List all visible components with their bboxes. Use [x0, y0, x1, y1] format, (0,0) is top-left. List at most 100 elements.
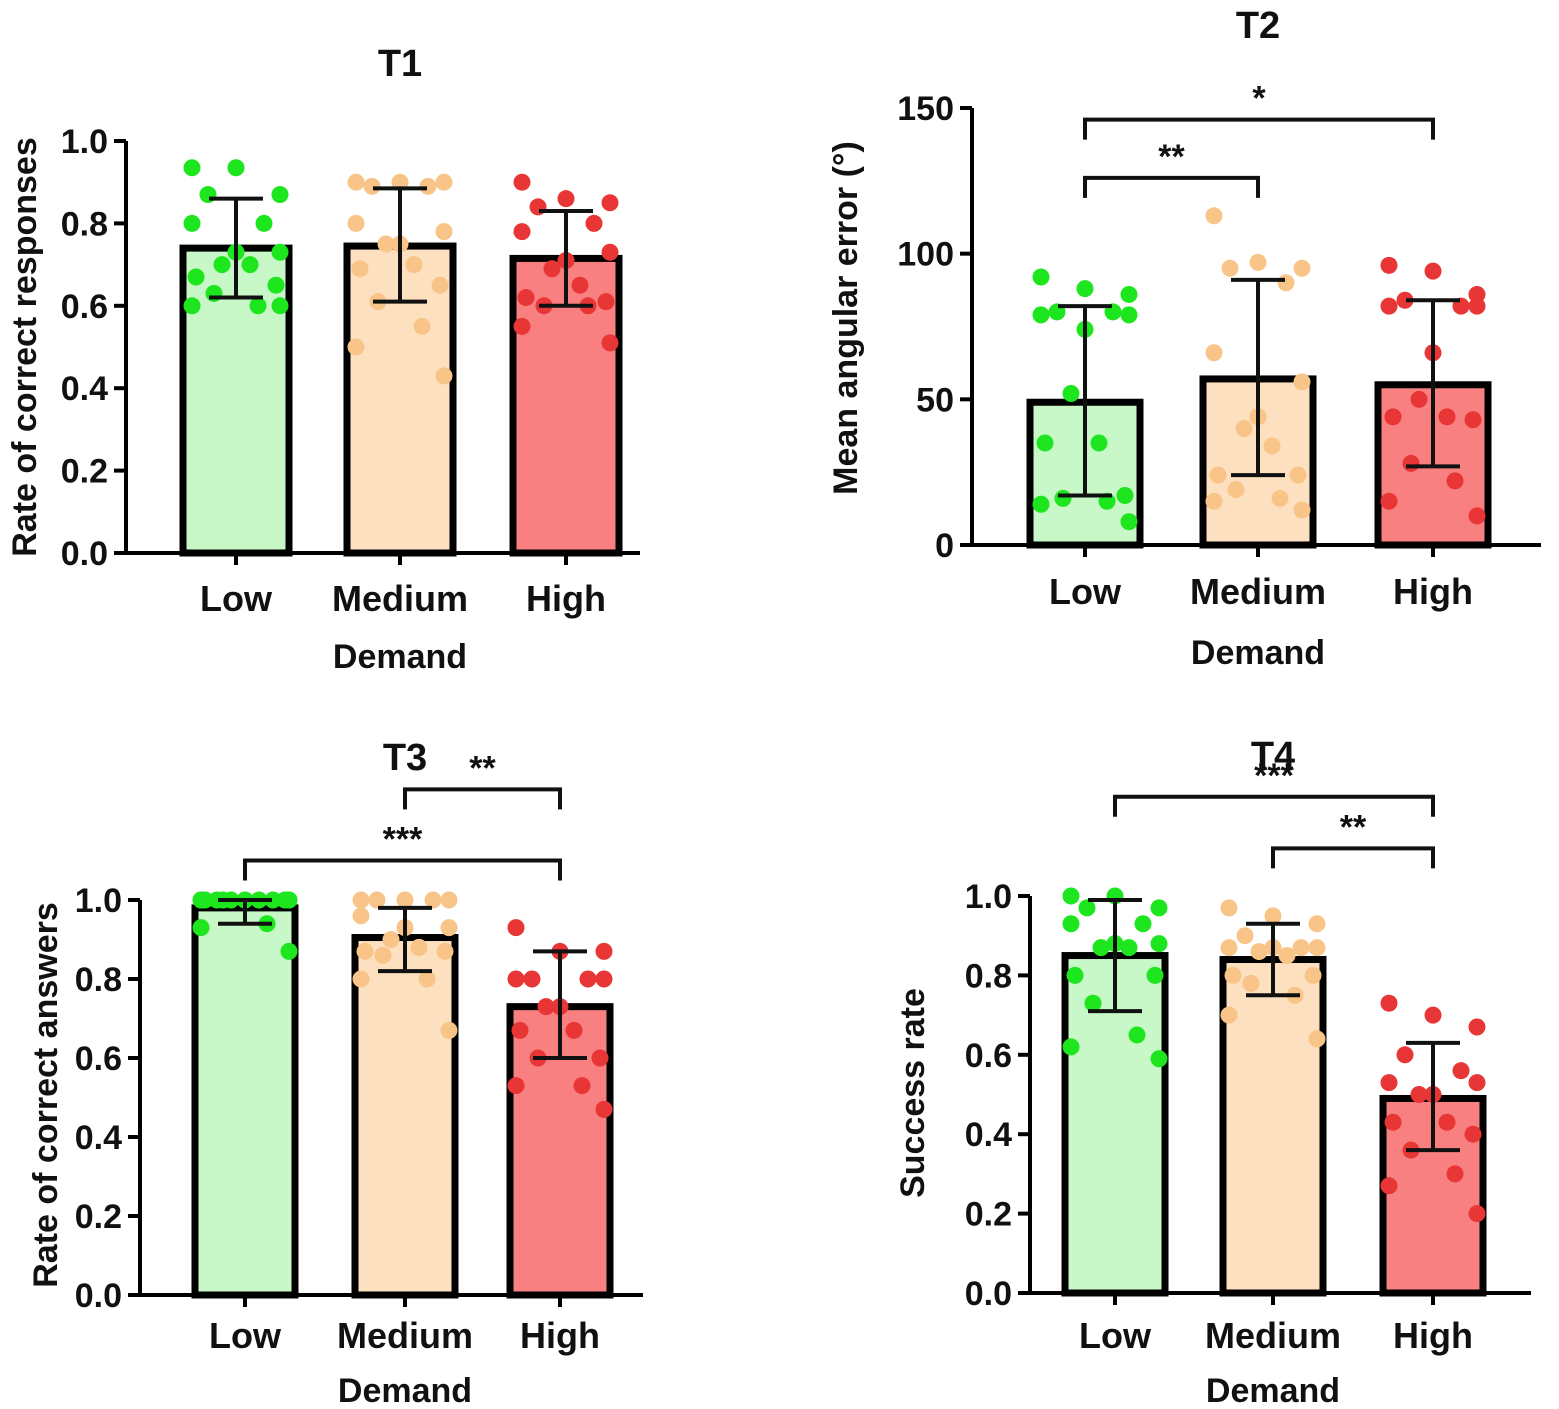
x-tick-label-medium: Medium [332, 578, 468, 619]
data-point-high [1380, 1177, 1398, 1195]
data-point-low [187, 268, 205, 286]
significance-label: ** [1340, 808, 1367, 846]
chart-title: T3 [383, 737, 427, 779]
x-tick-label-low: Low [209, 1315, 282, 1356]
data-point-medium [424, 891, 442, 909]
data-point-medium [377, 235, 395, 253]
data-point-high [1410, 390, 1428, 408]
data-point-medium [1224, 966, 1242, 984]
data-point-high [591, 1049, 609, 1067]
data-point-low [1078, 899, 1096, 917]
data-point-medium [1236, 927, 1254, 945]
data-point-low [1062, 1038, 1080, 1056]
x-tick-label-low: Low [1049, 571, 1122, 612]
significance-label: * [1252, 80, 1266, 118]
significance-bracket [1083, 117, 1435, 140]
data-point-high [1384, 408, 1402, 426]
data-point-medium [440, 1021, 458, 1039]
data-point-medium [435, 367, 453, 385]
data-point-medium [1293, 501, 1311, 519]
data-point-low [183, 297, 201, 315]
data-point-low [1150, 899, 1168, 917]
y-tick-label: 0.8 [965, 957, 1012, 995]
data-point-high [595, 942, 613, 960]
data-point-medium [1277, 274, 1295, 292]
data-point-low [1120, 285, 1138, 303]
data-point-medium [1205, 344, 1223, 362]
data-point-high [513, 223, 531, 241]
data-point-low [227, 159, 245, 177]
x-tick-label-low: Low [1079, 1315, 1152, 1356]
data-point-high [557, 190, 575, 208]
significance-bracket [1083, 175, 1260, 198]
y-tick-label: 50 [916, 381, 954, 419]
data-point-medium [1308, 939, 1326, 957]
x-axis-label: Demand [338, 1372, 472, 1409]
data-point-high [1410, 1086, 1428, 1103]
data-point-medium [356, 942, 374, 960]
y-tick-label: 100 [897, 236, 954, 274]
data-point-medium [440, 891, 458, 909]
data-point-low [264, 891, 282, 909]
significance-label: *** [1254, 757, 1294, 795]
x-tick-label-high: High [526, 578, 606, 619]
data-point-medium [1293, 373, 1311, 391]
y-tick-label: 0.0 [61, 535, 108, 573]
data-point-high [523, 970, 541, 988]
data-point-low [1036, 434, 1054, 452]
data-point-low [183, 214, 201, 232]
x-tick-label-low: Low [200, 578, 273, 619]
data-point-high [1424, 1006, 1442, 1024]
data-point-high [1452, 1062, 1470, 1080]
data-point-low [1134, 915, 1152, 933]
data-point-high [1424, 262, 1442, 280]
data-point-medium [1205, 207, 1223, 225]
x-tick-label-high: High [520, 1315, 600, 1356]
data-point-high [1438, 1113, 1456, 1131]
data-point-high [571, 276, 589, 294]
data-point-low [1062, 385, 1080, 403]
data-point-medium [347, 173, 365, 191]
chart-title: T2 [1236, 5, 1280, 47]
data-point-low [1054, 489, 1072, 507]
data-point-high [1396, 291, 1414, 309]
data-point-medium [1304, 966, 1322, 984]
y-tick-label: 0.0 [965, 1275, 1012, 1313]
data-point-low [1146, 966, 1164, 984]
data-point-low [1090, 434, 1108, 452]
data-point-low [1062, 887, 1080, 905]
data-point-medium [440, 919, 458, 937]
chart-title: T1 [378, 43, 422, 85]
data-point-medium [351, 260, 369, 278]
panel-t4: T4 0.0 0.2 0.4 0.6 0.8 1.0 Low Medium High Demand S… [894, 735, 1531, 1409]
data-point-medium [435, 223, 453, 241]
data-point-low [267, 276, 285, 294]
data-point-low [276, 891, 294, 909]
y-tick-label: 1.0 [75, 882, 122, 920]
data-point-low [1092, 939, 1110, 957]
y-axis-label: Success rate [894, 988, 932, 1198]
data-point-high [507, 970, 525, 988]
data-point-high [1468, 1205, 1486, 1223]
data-point-high [1380, 297, 1398, 315]
x-tick-label-high: High [1393, 571, 1473, 612]
data-point-medium [431, 276, 449, 294]
data-point-low [1084, 994, 1102, 1012]
data-point-low [1150, 935, 1168, 953]
y-tick-label: 0.6 [61, 288, 108, 326]
data-point-high [585, 214, 603, 232]
data-point-high [1446, 1165, 1464, 1183]
data-point-low [192, 919, 210, 937]
data-point-medium [410, 938, 428, 956]
data-point-low [280, 942, 298, 960]
y-tick-label: 0 [935, 527, 954, 565]
data-point-medium [382, 931, 400, 948]
panel-t3: T3 0.0 0.2 0.4 0.6 0.8 1.0 Low Medium High Demand R… [27, 737, 643, 1409]
chart-title: T4 [1251, 735, 1295, 777]
y-tick-label: 0.0 [75, 1277, 122, 1315]
bar-medium [1219, 956, 1327, 1297]
panel-t2: T2 0 50 100 150 Low Medium High Demand Mean angul… [827, 5, 1541, 672]
data-point-low [271, 243, 289, 261]
data-point-high [511, 1021, 529, 1039]
